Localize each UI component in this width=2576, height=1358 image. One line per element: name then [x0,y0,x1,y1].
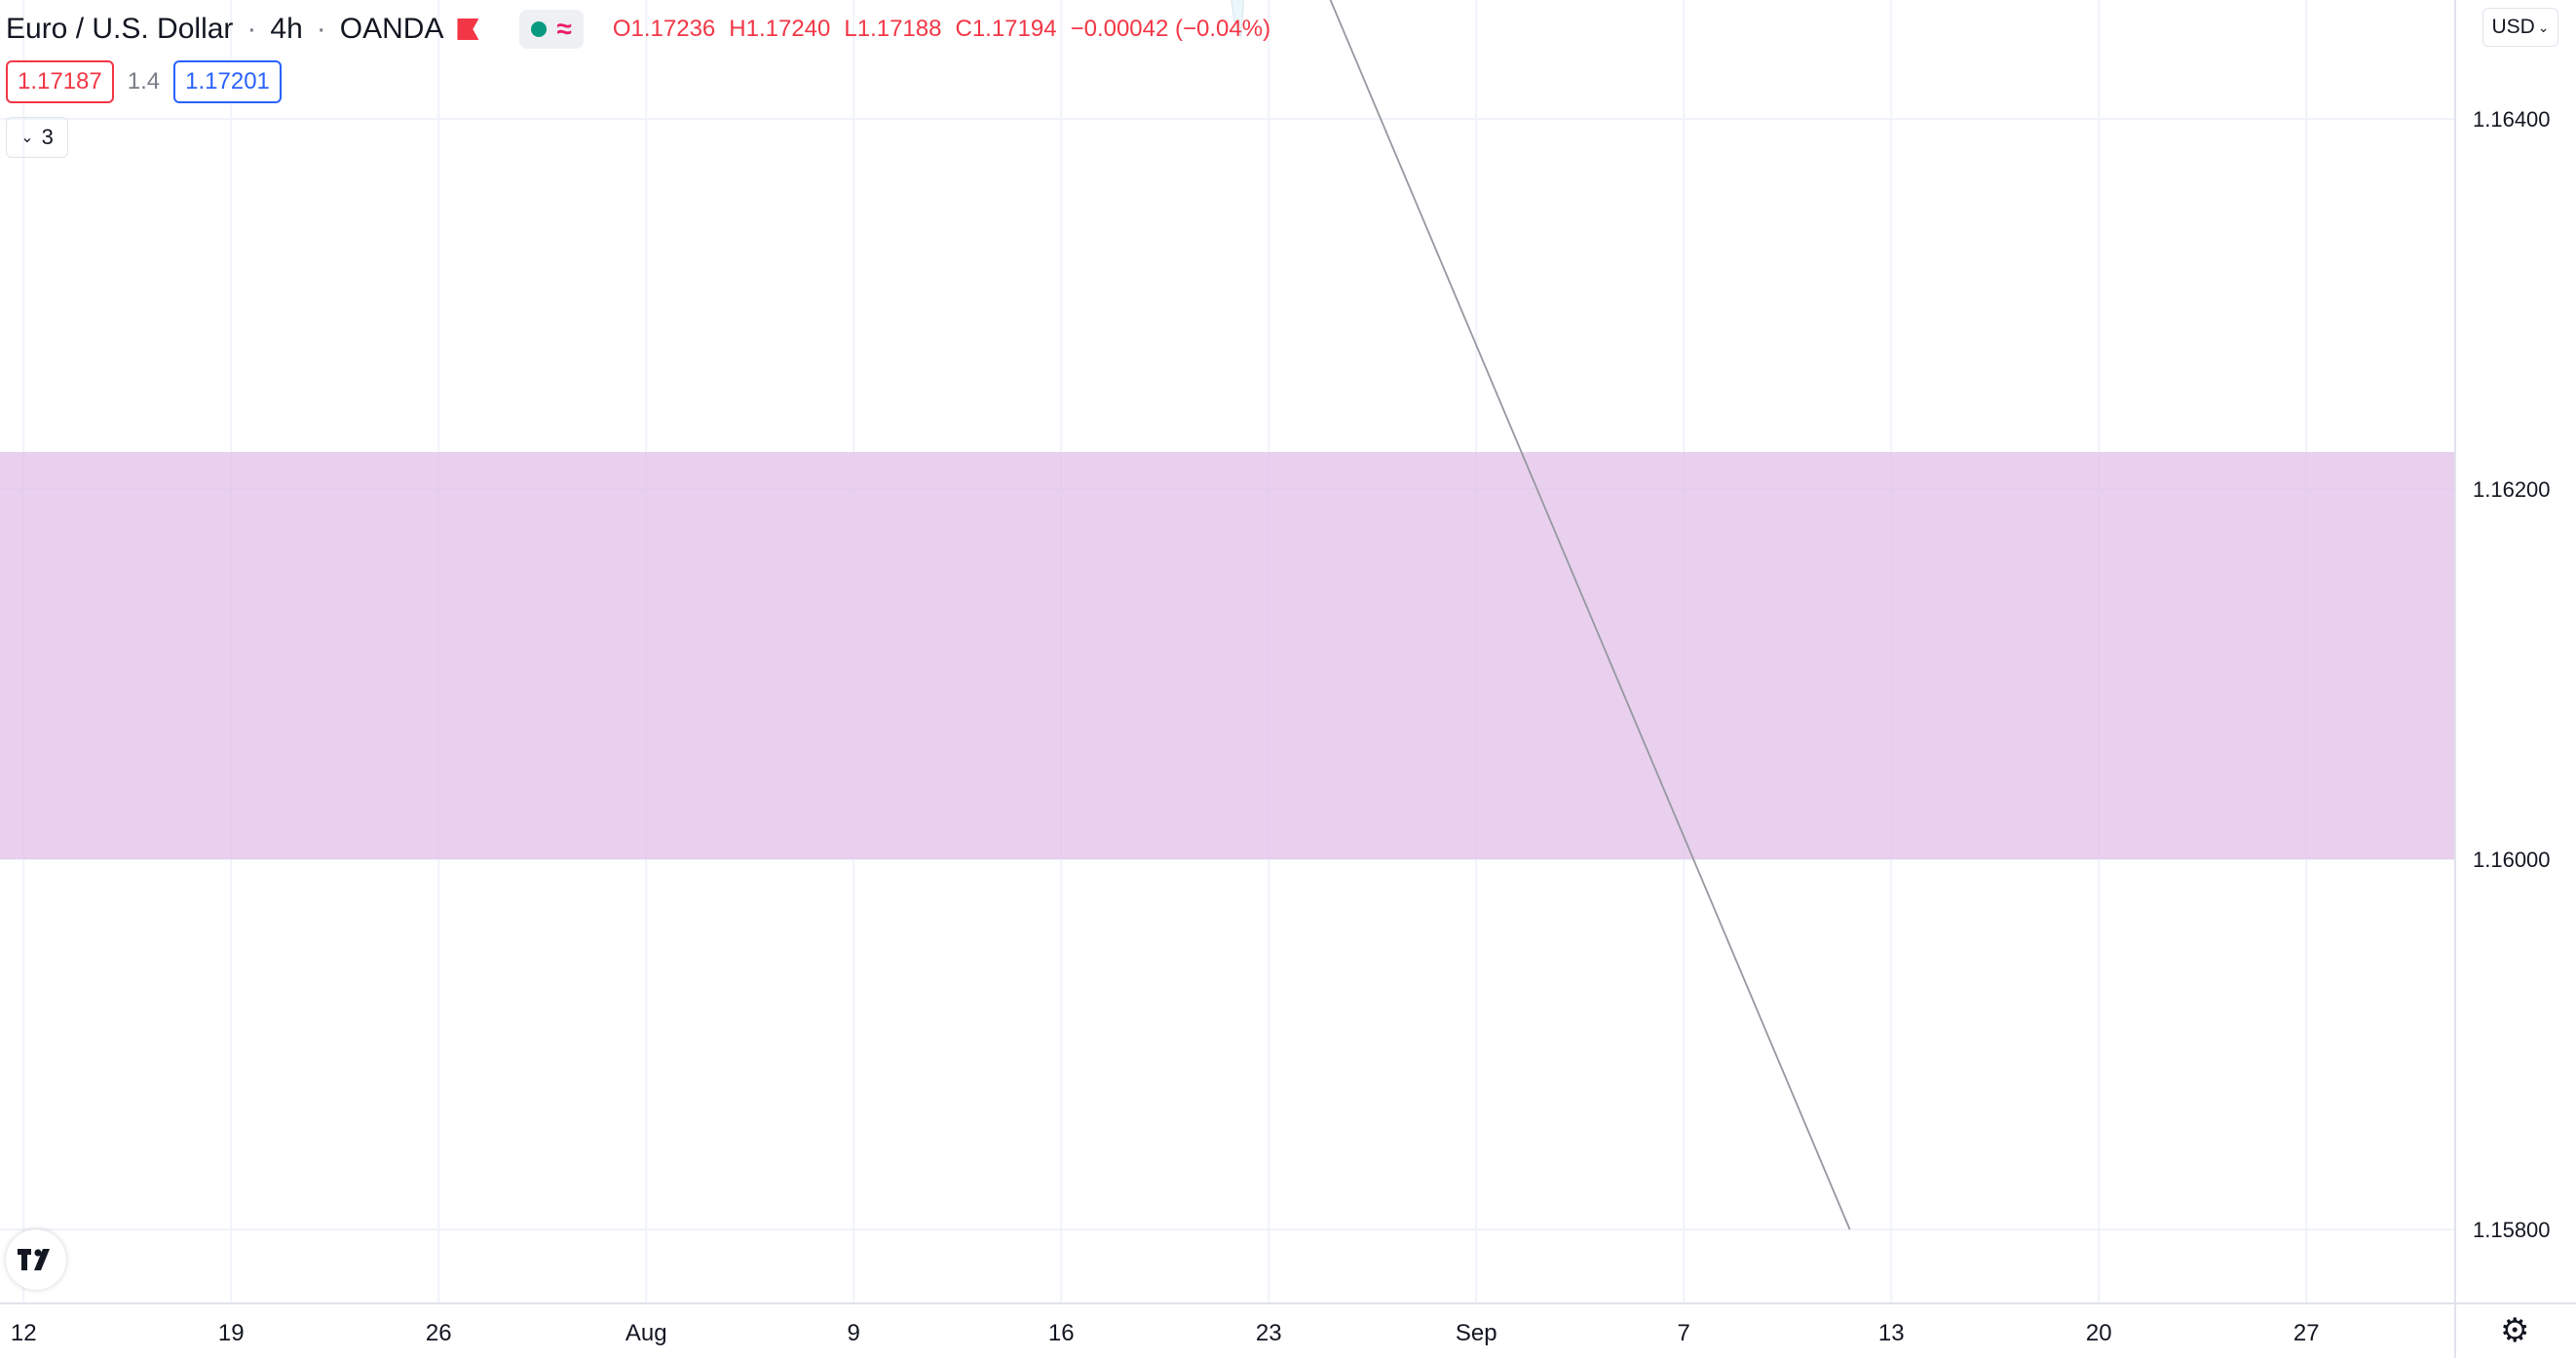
sell-button[interactable]: 1.17187 [6,60,114,103]
gear-icon[interactable]: ⚙ [2500,1312,2530,1349]
chevron-down-icon: ⌄ [20,130,34,146]
time-tick-label: 26 [426,1320,452,1346]
time-tick-label: 16 [1048,1320,1075,1346]
trendlines [1329,0,1851,1230]
bollinger-band [1231,0,1245,38]
change-value: −0.00042 (−0.04%) [1070,16,1271,42]
time-tick-label: 7 [1678,1320,1690,1346]
chevron-down-icon: ⌄ [2537,19,2550,35]
interval-label[interactable]: 4h [270,13,303,45]
time-tick-label: Sep [1456,1320,1497,1346]
buy-button[interactable]: 1.17201 [173,60,282,103]
symbol-title[interactable]: Euro / U.S. Dollar [6,13,234,45]
exchange-label: OANDA [339,13,444,45]
band-area [1231,0,1245,38]
support-resistance-zones [0,452,2455,859]
wave-icon: ≈ [556,14,572,44]
zone-rect [0,452,2455,859]
indicators-collapse-button[interactable]: ⌄ 3 [6,117,68,158]
time-tick-label: 23 [1256,1320,1282,1346]
time-tick-label: 9 [848,1320,860,1346]
high-value: H1.17240 [729,16,831,42]
time-tick-label: 13 [1878,1320,1905,1346]
price-tick-label: 1.15800 [2473,1218,2551,1242]
time-tick-label: 19 [218,1320,245,1346]
currency-label: USD [2491,16,2535,38]
open-value: O1.17236 [612,16,716,42]
indicator-count: 3 [41,125,54,149]
time-tick-label: Aug [625,1320,667,1346]
price-tick-label: 1.16000 [2473,848,2551,872]
status-dot-icon [531,21,548,37]
low-value: L1.17188 [844,16,942,42]
tradingview-logo-icon[interactable] [6,1229,66,1290]
time-tick-label: 12 [11,1320,37,1346]
symbol-header: Euro / U.S. Dollar · 4h · OANDA ≈ O1.172… [0,0,1270,58]
price-tick-label: 1.16200 [2473,477,2551,502]
price-tick-label: 1.16400 [2473,107,2551,132]
time-tick-label: 27 [2293,1320,2320,1346]
time-axis-bg [0,1303,2576,1358]
close-value: C1.17194 [955,16,1057,42]
price-axis-bg [2455,0,2576,1358]
currency-selector[interactable]: USD ⌄ [2482,8,2558,47]
trade-panel: 1.17187 1.4 1.17201 [6,60,282,103]
flag-icon[interactable] [457,19,479,40]
time-tick-label: 20 [2086,1320,2112,1346]
spread-label: 1.4 [127,68,161,94]
long-channel-line [1329,0,1851,1230]
indicator-toggle[interactable]: ≈ [519,10,584,49]
